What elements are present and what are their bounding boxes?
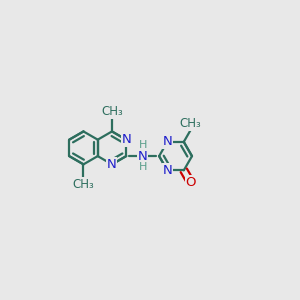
- Text: N: N: [163, 164, 172, 177]
- Text: CH₃: CH₃: [101, 105, 123, 118]
- Text: CH₃: CH₃: [180, 117, 201, 130]
- Text: CH₃: CH₃: [73, 178, 94, 191]
- Text: H: H: [139, 140, 147, 151]
- Text: N: N: [107, 158, 117, 171]
- Text: H: H: [139, 162, 147, 172]
- Text: O: O: [185, 176, 196, 188]
- Text: N: N: [138, 150, 148, 163]
- Text: N: N: [163, 135, 172, 148]
- Text: N: N: [121, 133, 131, 146]
